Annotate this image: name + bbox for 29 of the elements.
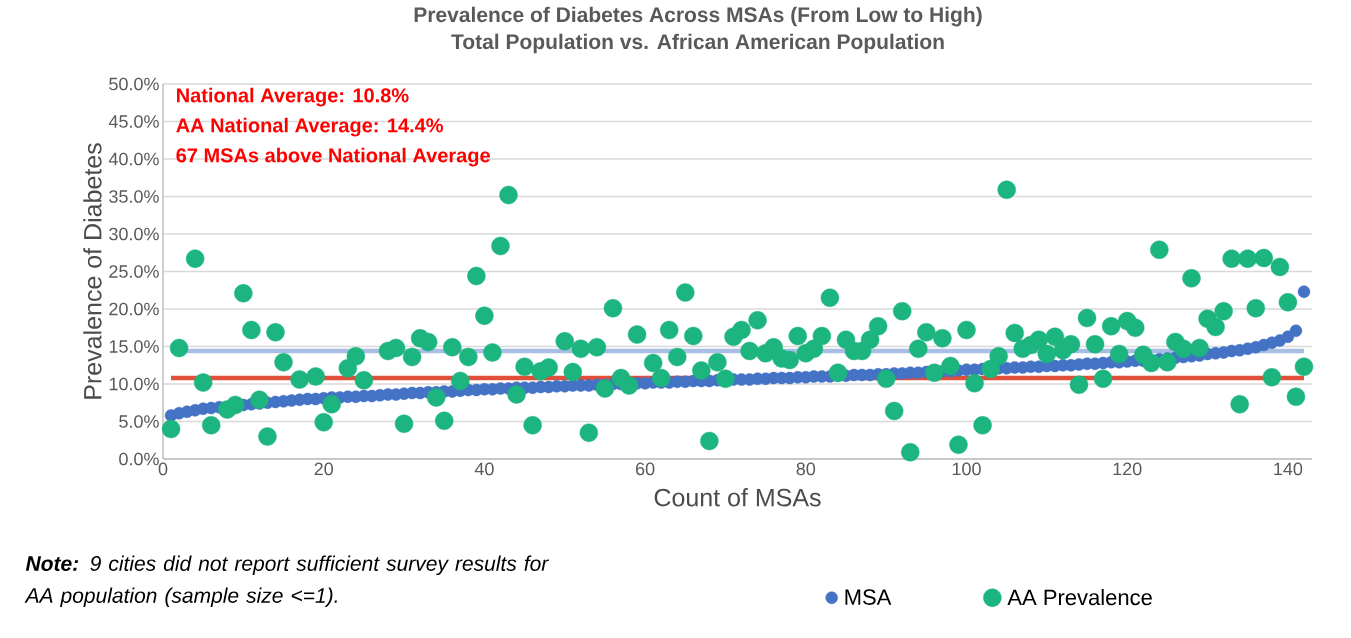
x-tick-label: 80 [796,462,816,476]
y-tick-label: 25.0% [109,265,159,278]
x-axis-title: Count of MSAs [654,488,821,507]
chart-title: Prevalence of Diabetes Across MSAs (From Low to High) [414,6,982,27]
y-tick-label: 40.0% [108,152,159,166]
legend-label: AA Prevalence [1007,589,1152,606]
y-tick-label: 5.0% [119,415,159,428]
chart-subtitle: Total Population vs. African American Population [451,33,944,54]
y-tick-label: 15.0% [109,340,159,353]
annotation: National Average: 10.8% [177,87,409,107]
x-tick-label: 140 [1274,462,1303,476]
x-tick-label: 40 [474,462,494,476]
y-tick-label: 10.0% [109,377,159,391]
x-tick-label: 100 [952,462,981,476]
x-tick-label: 20 [314,462,334,476]
x-tick-label: 120 [1113,462,1142,476]
y-tick-label: 35.0% [109,190,159,203]
text: Note: 9 cities did not report sufficient survey results for AA population (sample size <=1). [24,555,550,608]
legend-label: MSA [845,589,892,605]
y-axis-title: Prevalence of Diabetes [83,143,102,399]
x-tick-label: 0 [158,462,168,476]
annotation: 67 MSAs above National Average [176,147,490,167]
annotation: AA National Average: 14.4% [176,117,444,137]
y-tick-label: 45.0% [108,115,159,128]
y-tick-label: 20.0% [109,302,159,316]
y-tick-label: 30.0% [109,227,159,241]
y-tick-label: 0.0% [119,452,159,466]
x-tick-label: 60 [636,462,655,476]
y-tick-label: 50.0% [109,77,159,91]
